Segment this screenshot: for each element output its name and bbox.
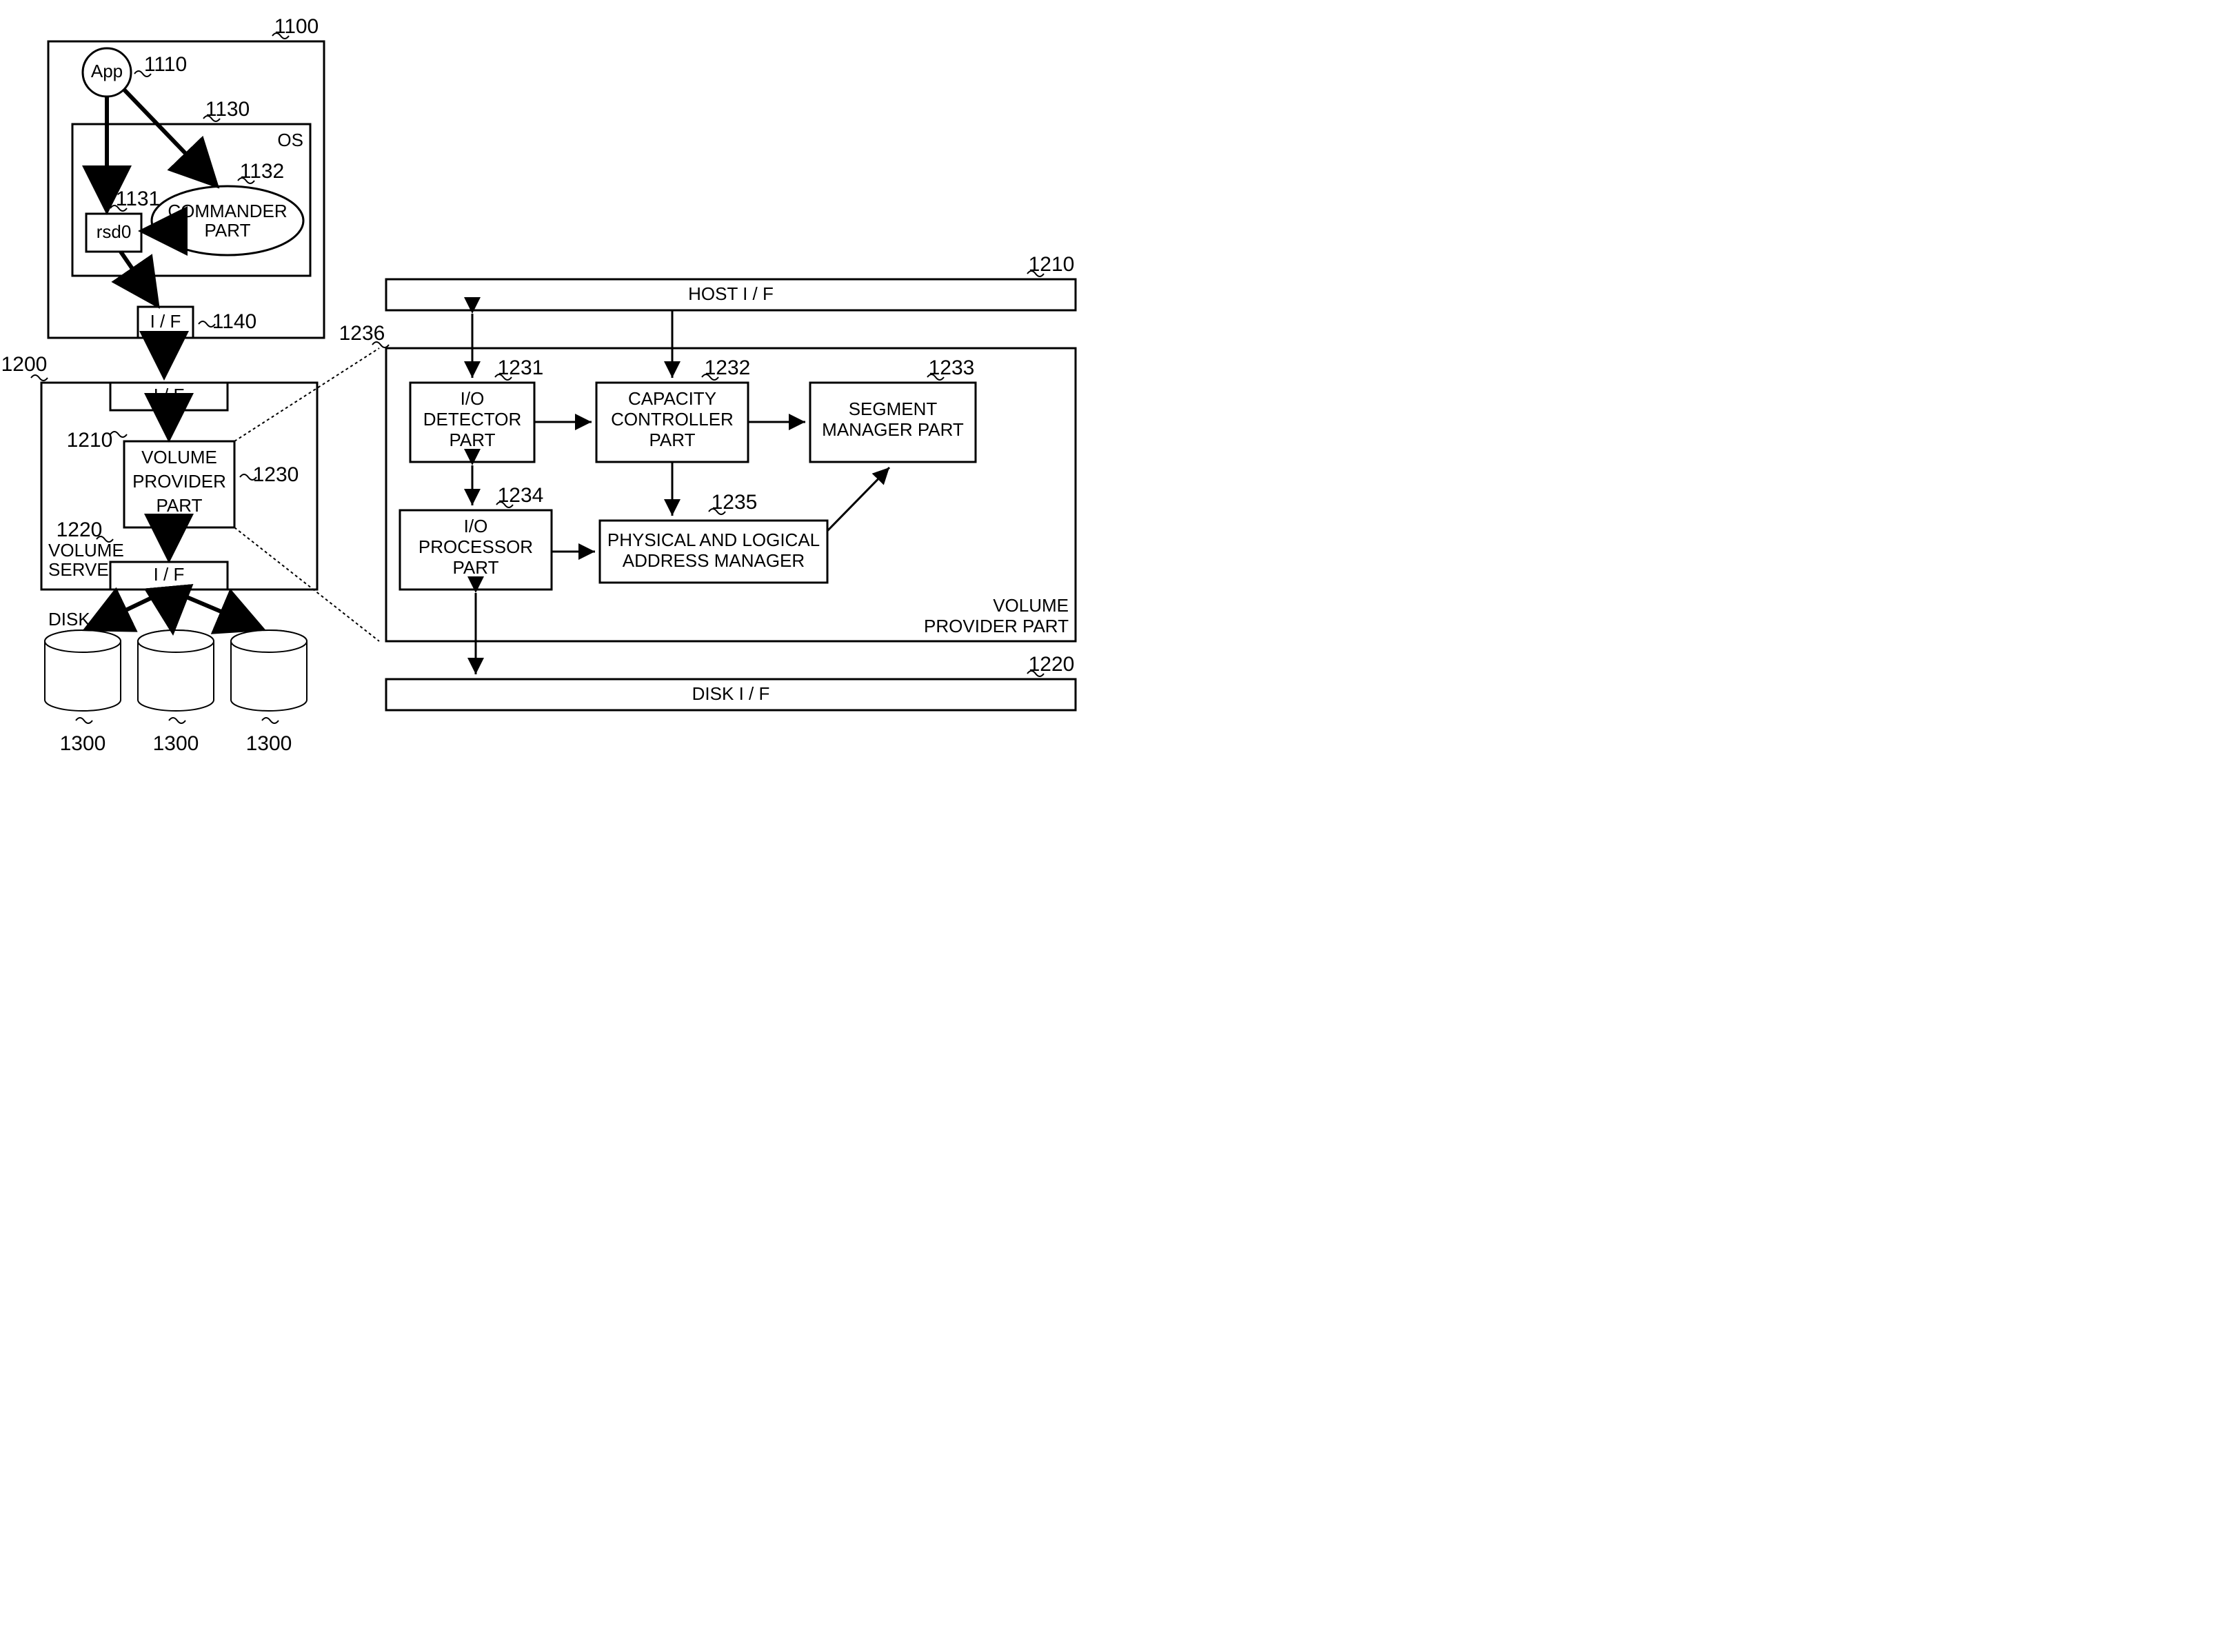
disk-label: DISK	[48, 609, 90, 629]
cap-l1: CAPACITY	[628, 388, 716, 409]
seg-l2: MANAGER PART	[822, 419, 964, 440]
ref-1132: 1132	[240, 160, 285, 183]
disk-if-bar: DISK I / F 1220	[386, 653, 1076, 710]
arrow-if-disk3	[169, 590, 259, 627]
iop-l1: I/O	[464, 516, 488, 536]
host-if-bar: HOST I / F 1210	[386, 253, 1076, 310]
iod-l2: DETECTOR	[423, 409, 522, 430]
ref-1236: 1236	[339, 322, 385, 345]
ref-disk1: 1300	[60, 732, 106, 755]
rsd0-label: rsd0	[97, 221, 132, 242]
commander-label2: PART	[205, 220, 251, 241]
commander-label1: COMMANDER	[168, 201, 287, 221]
ref-1220: 1220	[57, 518, 103, 541]
ref-1100: 1100	[274, 15, 319, 38]
app-label: App	[91, 61, 123, 81]
ref-1200: 1200	[1, 353, 48, 376]
ref-1235: 1235	[712, 491, 758, 514]
ref-hostif: 1210	[1029, 253, 1075, 276]
host-if-bar-label: HOST I / F	[688, 283, 774, 304]
vs-label1: VOLUME	[48, 540, 124, 561]
ref-disk2: 1300	[153, 732, 199, 755]
ref-diskif: 1220	[1029, 653, 1075, 676]
seg-l1: SEGMENT	[849, 399, 938, 419]
arrow-if-disk1	[90, 590, 169, 627]
ref-1230: 1230	[253, 463, 299, 486]
if-top-label: I / F	[154, 385, 185, 405]
disk-2: 1300	[138, 630, 214, 755]
addr-l2: ADDRESS MANAGER	[623, 550, 805, 571]
os-label: OS	[277, 130, 303, 150]
iod-l3: PART	[450, 430, 496, 450]
vpp-det-label2: PROVIDER PART	[924, 616, 1069, 636]
diagram-canvas: 1100 App 1110 OS 1130 rsd0 1131 COMMANDE…	[0, 0, 1119, 826]
ref-1210: 1210	[67, 429, 113, 452]
cap-l3: PART	[649, 430, 696, 450]
ref-1140: 1140	[212, 310, 257, 333]
arrow-if-disk2	[169, 590, 172, 627]
ref-1130: 1130	[205, 98, 250, 121]
disk-3: 1300	[231, 630, 307, 755]
cap-l2: CONTROLLER	[611, 409, 734, 430]
vpp-label2: PROVIDER	[132, 471, 226, 492]
iop-l3: PART	[453, 557, 499, 578]
vpp-det-label1: VOLUME	[993, 595, 1069, 616]
if-bottom-label: I / F	[154, 564, 185, 585]
ref-1232: 1232	[705, 356, 751, 379]
ref-1131: 1131	[116, 188, 161, 210]
iop-l2: PROCESSOR	[419, 536, 533, 557]
ref-disk3: 1300	[246, 732, 292, 755]
vpp-label1: VOLUME	[141, 447, 217, 467]
host-if-label: I / F	[150, 311, 181, 332]
ref-1233: 1233	[929, 356, 975, 379]
ref-1234: 1234	[498, 484, 544, 507]
ref-1110: 1110	[144, 53, 187, 76]
vpp-label3: PART	[157, 495, 203, 516]
addr-l1: PHYSICAL AND LOGICAL	[607, 530, 820, 550]
disk-if-bar-label: DISK I / F	[692, 683, 770, 704]
ref-1231: 1231	[498, 356, 544, 379]
iod-l1: I/O	[461, 388, 485, 409]
disk-1: 1300	[45, 630, 121, 755]
